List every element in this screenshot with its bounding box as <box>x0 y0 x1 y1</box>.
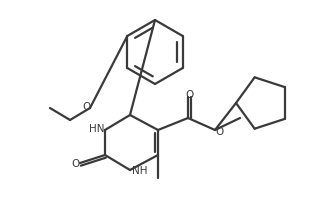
Text: O: O <box>83 102 91 112</box>
Text: NH: NH <box>132 166 147 176</box>
Text: O: O <box>216 127 224 137</box>
Text: HN: HN <box>90 124 105 134</box>
Text: O: O <box>71 159 79 169</box>
Text: O: O <box>185 90 193 100</box>
